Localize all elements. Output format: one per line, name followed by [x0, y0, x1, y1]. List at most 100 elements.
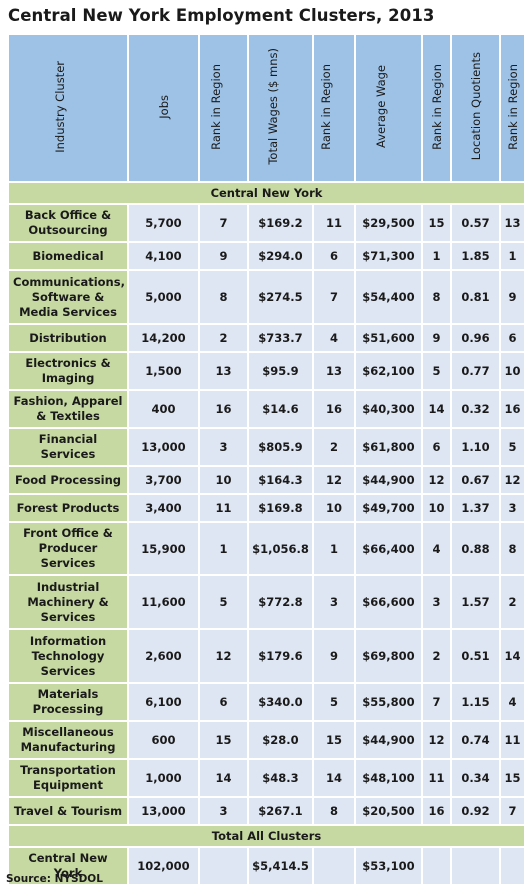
cell-jobs-rank: 3	[200, 429, 247, 465]
cell-avg-rank: 2	[423, 630, 450, 682]
header-location-quotients: Location Quotients	[452, 35, 499, 181]
cell-wages: $340.0	[249, 684, 312, 720]
cluster-name: Food Processing	[9, 467, 127, 493]
cell-wages-rank: 2	[314, 429, 354, 465]
cell-avg-wage: $48,100	[356, 760, 421, 796]
cell-jobs: 11,600	[129, 576, 198, 628]
section-row: Central New York	[9, 183, 524, 203]
cell-wages-rank: 12	[314, 467, 354, 493]
cell-jobs-rank: 3	[200, 798, 247, 824]
cell-jobs: 600	[129, 722, 198, 758]
cell-lq: 0.92	[452, 798, 499, 824]
cell-lq-rank: 15	[501, 760, 524, 796]
cell-jobs: 5,700	[129, 205, 198, 241]
cell-avg-rank: 9	[423, 325, 450, 351]
cell-wages: $95.9	[249, 353, 312, 389]
table-row: Materials Processing 6,100 6 $340.0 5 $55,800…	[9, 684, 524, 720]
table-row: Distribution 14,200 2 $733.7 4 $51,600 9 0.96 6	[9, 325, 524, 351]
cell-lq-rank: 1	[501, 243, 524, 269]
cell-lq	[452, 848, 499, 884]
cell-lq: 1.85	[452, 243, 499, 269]
table-row: Transportation Equipment 1,000 14 $48.3 14 $4…	[9, 760, 524, 796]
cell-avg-wage: $51,600	[356, 325, 421, 351]
total-section-row: Total All Clusters	[9, 826, 524, 846]
cell-wages-rank: 8	[314, 798, 354, 824]
cell-lq: 1.57	[452, 576, 499, 628]
cell-wages-rank: 7	[314, 271, 354, 323]
cell-jobs: 3,700	[129, 467, 198, 493]
cell-wages: $274.5	[249, 271, 312, 323]
cluster-name: Communications, Software & Media Service…	[9, 271, 127, 323]
cell-jobs: 5,000	[129, 271, 198, 323]
cell-avg-rank: 16	[423, 798, 450, 824]
cell-lq-rank: 16	[501, 391, 524, 427]
cell-jobs-rank: 15	[200, 722, 247, 758]
table-row: Industrial Machinery & Services 11,600 5 $7…	[9, 576, 524, 628]
cell-jobs-rank: 12	[200, 630, 247, 682]
table-row: Fashion, Apparel & Textiles 400 16 $14.6 16 $…	[9, 391, 524, 427]
cell-wages-rank: 13	[314, 353, 354, 389]
cell-jobs: 13,000	[129, 429, 198, 465]
cluster-name: Central New York	[9, 848, 127, 884]
cluster-name: Electronics & Imaging	[9, 353, 127, 389]
cell-avg-rank: 4	[423, 523, 450, 574]
cell-wages: $14.6	[249, 391, 312, 427]
cell-avg-wage: $40,300	[356, 391, 421, 427]
employment-clusters-table: Industry Cluster Jobs Rank in Region Tot…	[7, 33, 526, 886]
cell-avg-rank: 12	[423, 467, 450, 493]
table-body: Central New York Back Office & Outsourci…	[9, 183, 524, 884]
source-note: Source: NYSDOL	[6, 873, 103, 885]
cell-lq-rank	[501, 848, 524, 884]
cell-lq-rank: 12	[501, 467, 524, 493]
cell-jobs-rank: 6	[200, 684, 247, 720]
cell-jobs-rank: 8	[200, 271, 247, 323]
header-wages-rank: Rank in Region	[314, 35, 354, 181]
cell-avg-rank: 7	[423, 684, 450, 720]
cell-wages-rank	[314, 848, 354, 884]
table-row: Front Office & Producer Services 15,900 1 $…	[9, 523, 524, 574]
cell-jobs-rank: 11	[200, 495, 247, 521]
cell-jobs-rank: 9	[200, 243, 247, 269]
cell-wages-rank: 1	[314, 523, 354, 574]
cell-jobs-rank	[200, 848, 247, 884]
cell-avg-rank: 8	[423, 271, 450, 323]
cell-wages: $805.9	[249, 429, 312, 465]
cell-jobs-rank: 14	[200, 760, 247, 796]
cell-wages-rank: 4	[314, 325, 354, 351]
cell-jobs-rank: 16	[200, 391, 247, 427]
cell-wages: $294.0	[249, 243, 312, 269]
cell-jobs-rank: 13	[200, 353, 247, 389]
table-title: Central New York Employment Clusters, 20…	[8, 6, 435, 25]
total-section-label: Total All Clusters	[9, 826, 524, 846]
header-avg-wage-rank: Rank in Region	[423, 35, 450, 181]
cell-wages: $267.1	[249, 798, 312, 824]
cell-jobs: 102,000	[129, 848, 198, 884]
cell-wages: $5,414.5	[249, 848, 312, 884]
cell-wages-rank: 3	[314, 576, 354, 628]
cell-lq: 1.37	[452, 495, 499, 521]
cell-wages-rank: 14	[314, 760, 354, 796]
cell-lq-rank: 3	[501, 495, 524, 521]
cell-jobs-rank: 2	[200, 325, 247, 351]
table-row: Food Processing 3,700 10 $164.3 12 $44,900 12 0…	[9, 467, 524, 493]
header-average-wage: Average Wage	[356, 35, 421, 181]
cell-wages-rank: 11	[314, 205, 354, 241]
table-row: Communications, Software & Media Service…	[9, 271, 524, 323]
cell-avg-wage: $53,100	[356, 848, 421, 884]
cell-lq-rank: 14	[501, 630, 524, 682]
cell-avg-rank	[423, 848, 450, 884]
cell-lq-rank: 11	[501, 722, 524, 758]
table-row: Electronics & Imaging 1,500 13 $95.9 13 $62,1…	[9, 353, 524, 389]
cluster-name: Biomedical	[9, 243, 127, 269]
cell-jobs: 1,000	[129, 760, 198, 796]
header-jobs-rank: Rank in Region	[200, 35, 247, 181]
cell-jobs: 6,100	[129, 684, 198, 720]
cell-avg-wage: $66,600	[356, 576, 421, 628]
table-row: Miscellaneous Manufacturing 600 15 $28.0 15 $…	[9, 722, 524, 758]
cell-lq: 1.10	[452, 429, 499, 465]
cluster-name: Materials Processing	[9, 684, 127, 720]
cell-avg-rank: 15	[423, 205, 450, 241]
cell-avg-rank: 12	[423, 722, 450, 758]
cell-avg-rank: 6	[423, 429, 450, 465]
cell-wages-rank: 15	[314, 722, 354, 758]
